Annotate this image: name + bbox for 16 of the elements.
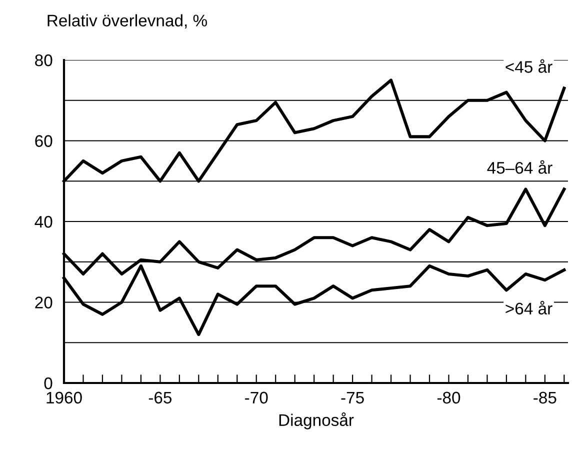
y-tick-label: 20 <box>35 296 52 308</box>
series-label: >64 år <box>506 300 552 314</box>
x-tick-label: -85 <box>534 392 556 404</box>
x-tick-label: -65 <box>148 392 172 404</box>
y-tick-label: 60 <box>35 135 52 147</box>
x-tick-label: -80 <box>437 392 460 404</box>
x-tick-label: 1960 <box>46 392 82 404</box>
y-tick-label: 40 <box>34 216 52 228</box>
y-axis-title: Relativ överlevnad, % <box>48 14 207 28</box>
y-tick-label: 80 <box>35 54 52 66</box>
x-axis-title: Diagnosår <box>279 412 354 430</box>
x-tick-label: -75 <box>341 392 364 404</box>
series-label: <45 år <box>506 59 552 73</box>
series-label: 45–64 år <box>487 160 552 174</box>
x-tick-label: -70 <box>245 392 268 404</box>
y-tick-label: 0 <box>44 377 52 390</box>
